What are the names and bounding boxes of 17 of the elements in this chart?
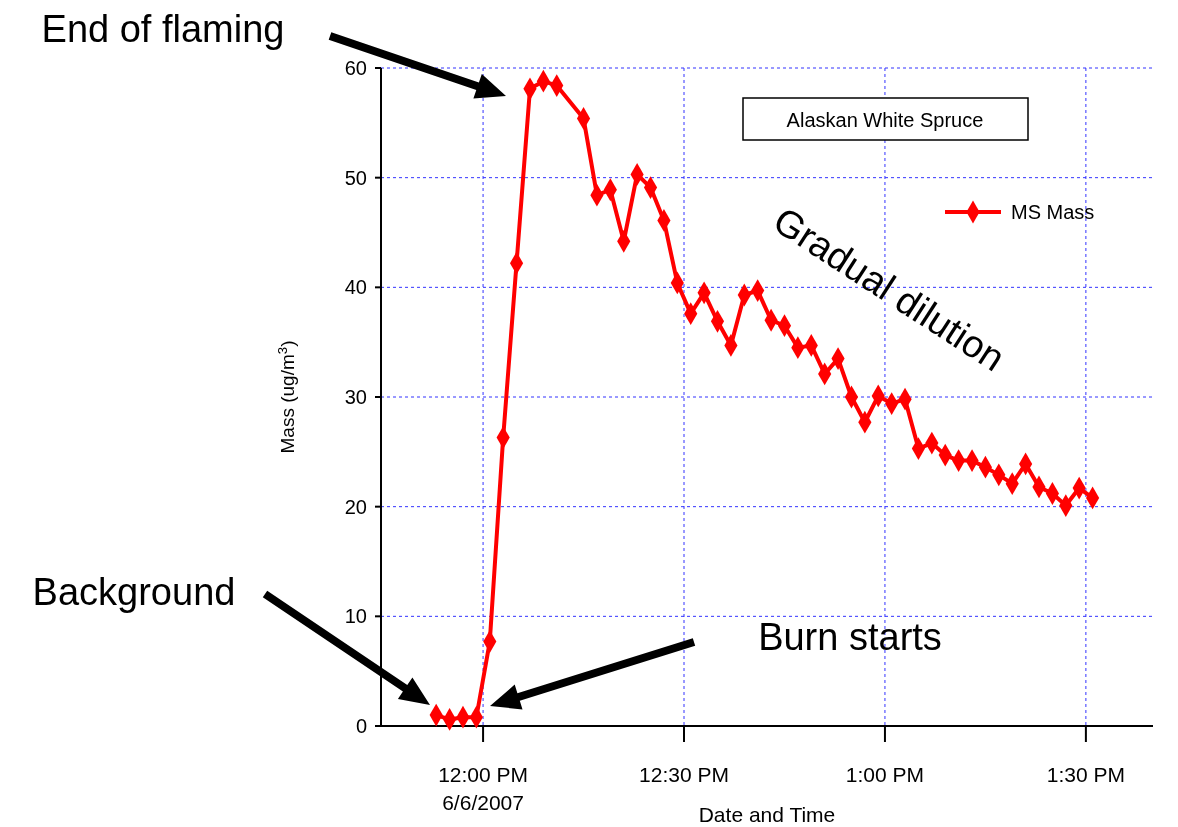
y-tick-label: 30 xyxy=(344,386,367,408)
x-tick-label: 1:00 PM xyxy=(845,763,925,786)
y-tick-label: 60 xyxy=(344,57,367,79)
y-tick-label: 10 xyxy=(344,605,367,628)
y-tick-label: 50 xyxy=(344,166,367,189)
text: Background xyxy=(32,571,236,613)
x-tick-label: 12:30 PM xyxy=(639,763,729,786)
text: End of flaming xyxy=(41,8,285,50)
title-box: Alaskan White Spruce xyxy=(742,97,1029,141)
legend-label: MS Mass xyxy=(1011,201,1095,223)
x-tick-label: 12:00 PM 6/6/2007 xyxy=(438,763,529,814)
y-tick-label: 40 xyxy=(344,276,367,299)
y-tick-label: 20 xyxy=(344,495,367,518)
x-tick-label: 1:30 PM xyxy=(1046,763,1125,786)
x-axis-title: Date and Time xyxy=(698,803,836,826)
y-tick-label: 0 xyxy=(355,715,367,737)
annotation: Burn starts xyxy=(758,616,942,658)
